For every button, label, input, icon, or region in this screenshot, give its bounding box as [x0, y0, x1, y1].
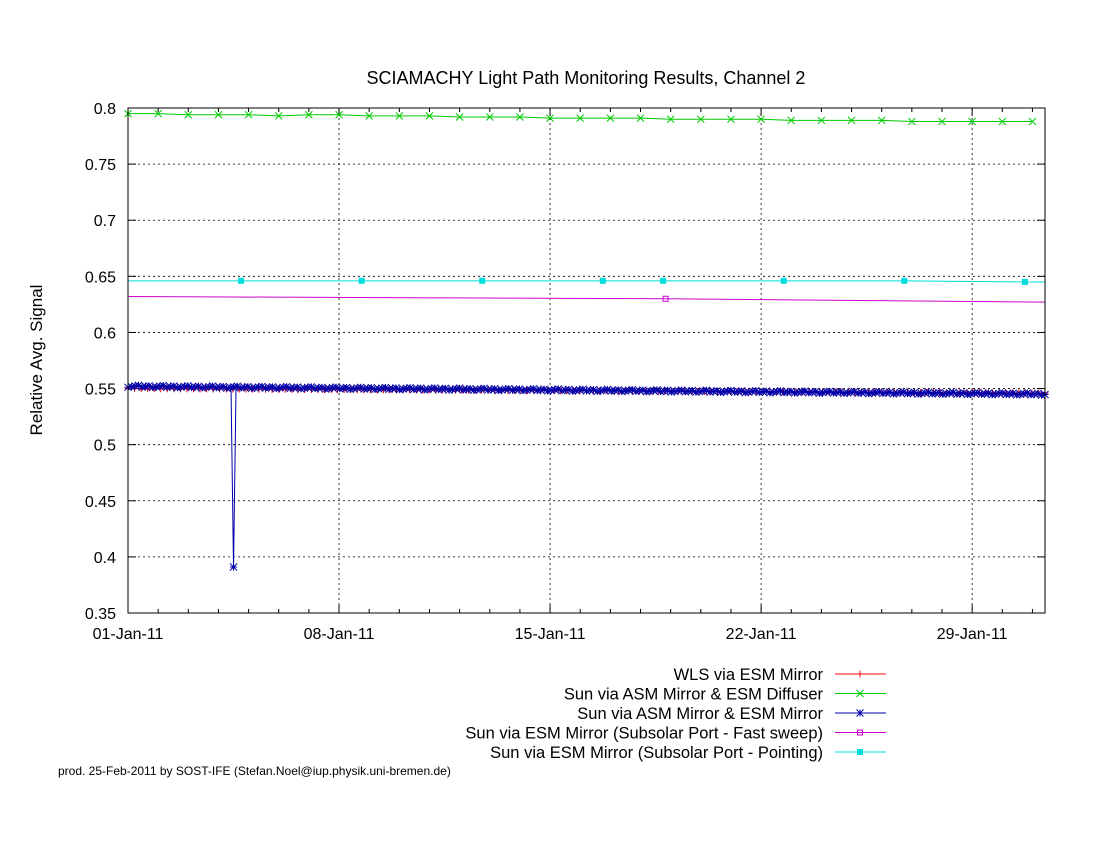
data-point [335, 110, 343, 119]
data-point [214, 110, 223, 119]
legend-label: Sun via ESM Mirror (Subsolar Port - Poin… [490, 744, 823, 762]
data-point [636, 114, 645, 122]
data-point [787, 116, 796, 125]
data-point [666, 115, 675, 124]
x-tick-label: 08-Jan-11 [304, 626, 375, 643]
x-tick-label: 29-Jan-11 [937, 626, 1008, 643]
data-point [238, 277, 245, 284]
y-tick-label: 0.4 [94, 550, 116, 567]
data-point [773, 387, 781, 396]
data-point [1021, 278, 1028, 285]
data-point [365, 112, 374, 120]
y-tick-label: 0.6 [94, 325, 116, 342]
grid [128, 108, 1045, 613]
data-point [907, 117, 916, 126]
series-4 [127, 295, 1046, 303]
data-point [968, 117, 976, 126]
data-point [154, 109, 163, 118]
data-point [901, 277, 908, 284]
data-point [801, 387, 810, 395]
data-point [576, 114, 585, 122]
data-point [727, 115, 735, 124]
series-line [127, 385, 1046, 567]
y-tick-label: 0.45 [85, 494, 116, 511]
data-point [817, 116, 826, 125]
data-point [599, 277, 606, 284]
y-tick-label: 0.7 [94, 213, 116, 230]
data-point [425, 112, 434, 120]
legend-marker [857, 729, 863, 736]
data-point [931, 389, 940, 398]
data-point [696, 115, 705, 124]
data-point [485, 113, 494, 121]
data-point [660, 277, 667, 284]
series-2 [124, 109, 1037, 126]
legend-label: Sun via ESM Mirror (Subsolar Port - Fast… [465, 725, 823, 743]
data-point [877, 116, 886, 125]
data-point [455, 113, 464, 121]
y-tick-label: 0.35 [85, 606, 116, 623]
legend-label: Sun via ASM Mirror & ESM Diffuser [564, 686, 824, 704]
data-point [184, 110, 193, 119]
data-point [998, 117, 1007, 126]
data-point [757, 115, 765, 124]
series-3 [124, 381, 1049, 571]
data-point [1028, 117, 1037, 126]
legend-marker [856, 709, 864, 717]
data-point [479, 277, 486, 284]
legend: WLS via ESM Mirror Sun via ASM Mirror & E… [465, 666, 886, 762]
data-point [546, 114, 554, 122]
data-point [274, 112, 283, 120]
data-point [727, 386, 735, 395]
legend-marker [856, 670, 864, 678]
data-point [938, 117, 946, 126]
series-layer [124, 109, 1049, 571]
series-5 [128, 277, 1045, 285]
chart-title: SCIAMACHY Light Path Monitoring Results,… [367, 68, 806, 88]
series-line [128, 280, 1045, 283]
y-axis-label: Relative Avg. Signal [27, 285, 46, 436]
x-tick-label: 01-Jan-11 [93, 626, 164, 643]
x-tick-label: 22-Jan-11 [726, 626, 797, 643]
y-tick-label: 0.8 [94, 101, 116, 118]
data-point [244, 110, 253, 119]
x-tick-label: 15-Jan-11 [515, 626, 586, 643]
y-tick-label: 0.75 [85, 157, 116, 174]
data-point [614, 385, 623, 394]
legend-label: Sun via ASM Mirror & ESM Mirror [577, 705, 823, 723]
legend-label: WLS via ESM Mirror [674, 666, 824, 684]
series-line [127, 296, 1046, 303]
legend-marker [857, 749, 863, 755]
data-point [847, 116, 856, 125]
data-point [395, 112, 404, 120]
data-point [662, 295, 669, 302]
legend-marker [856, 689, 864, 698]
y-tick-label: 0.65 [85, 269, 116, 286]
data-point [516, 113, 524, 121]
y-tick-label: 0.55 [85, 382, 116, 399]
data-point [780, 277, 787, 284]
data-point [358, 277, 365, 284]
plot-frame [127, 107, 1046, 614]
data-point [606, 114, 615, 122]
data-point [229, 563, 238, 571]
data-point [305, 110, 313, 119]
y-axis-ticks: 0.35 0.4 0.45 0.5 0.55 0.6 0.65 0.7 0.75 0.8 [85, 101, 1045, 623]
footer-credit: prod. 25-Feb-2011 by SOST-IFE (Stefan.No… [58, 764, 451, 778]
y-tick-label: 0.5 [94, 438, 116, 455]
